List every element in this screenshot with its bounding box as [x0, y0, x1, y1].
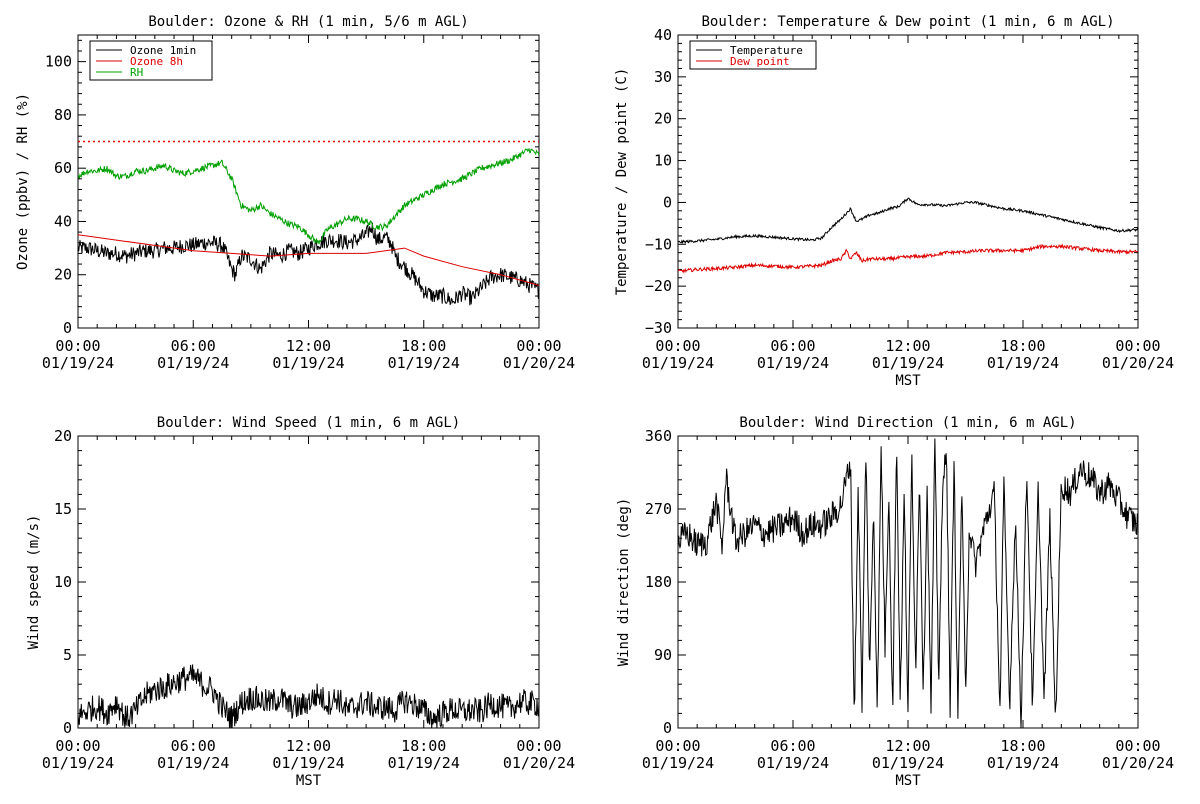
x-tick-time: 18:00 — [1000, 737, 1045, 755]
x-axis-label: MST — [895, 373, 921, 389]
series-line-wspd — [78, 664, 539, 728]
x-tick-date: 01/20/24 — [503, 354, 575, 372]
x-tick-time: 00:00 — [1115, 737, 1160, 755]
y-tick-label: −20 — [645, 277, 672, 295]
y-axis-label: Wind speed (m/s) — [26, 515, 42, 650]
series-line-dew-point — [678, 243, 1138, 274]
x-tick-time: 00:00 — [655, 337, 700, 355]
x-tick-time: 00:00 — [655, 737, 700, 755]
y-tick-label: 20 — [54, 427, 72, 445]
y-tick-label: 20 — [654, 110, 672, 128]
y-axis-label: Temperature / Dew point (C) — [614, 68, 630, 296]
x-tick-time: 00:00 — [55, 337, 100, 355]
x-tick-time: 12:00 — [885, 337, 930, 355]
y-axis-label: Ozone (ppbv) / RH (%) — [15, 93, 31, 270]
x-tick-date: 01/19/24 — [642, 754, 714, 772]
y-tick-label: 40 — [654, 26, 672, 44]
x-tick-date: 01/19/24 — [757, 354, 829, 372]
x-tick-date: 01/19/24 — [272, 354, 344, 372]
series-line-temperature — [678, 197, 1138, 245]
x-tick-date: 01/19/24 — [987, 754, 1059, 772]
x-tick-date: 01/19/24 — [388, 754, 460, 772]
legend-label: Ozone 1min — [130, 44, 196, 57]
y-tick-label: −30 — [645, 319, 672, 337]
y-tick-label: 10 — [654, 152, 672, 170]
y-tick-label: 60 — [54, 159, 72, 177]
chart-title: Boulder: Wind Direction (1 min, 6 m AGL) — [739, 415, 1076, 431]
y-tick-label: 10 — [54, 573, 72, 591]
x-tick-date: 01/19/24 — [872, 354, 944, 372]
panel-wdir: Boulder: Wind Direction (1 min, 6 m AGL)… — [616, 415, 1174, 789]
x-tick-time: 12:00 — [286, 337, 331, 355]
x-tick-time: 06:00 — [171, 737, 216, 755]
x-tick-time: 00:00 — [516, 737, 561, 755]
x-tick-date: 01/19/24 — [642, 354, 714, 372]
x-tick-date: 01/20/24 — [1102, 354, 1174, 372]
y-tick-label: 0 — [663, 193, 672, 211]
y-tick-label: 0 — [663, 719, 672, 737]
series-line-wdir — [678, 438, 1138, 728]
y-tick-label: 5 — [63, 646, 72, 664]
y-tick-label: 270 — [645, 500, 672, 518]
x-tick-time: 06:00 — [770, 737, 815, 755]
series-line-rh — [78, 148, 539, 245]
series-line-ozone-1min — [78, 222, 539, 306]
chart-title: Boulder: Temperature & Dew point (1 min,… — [701, 14, 1114, 30]
x-tick-time: 18:00 — [1000, 337, 1045, 355]
x-tick-time: 18:00 — [401, 337, 446, 355]
y-tick-label: 0 — [63, 319, 72, 337]
x-tick-time: 00:00 — [1115, 337, 1160, 355]
y-tick-label: 100 — [45, 53, 72, 71]
y-tick-label: 80 — [54, 106, 72, 124]
panel-ozone: Boulder: Ozone & RH (1 min, 5/6 m AGL) 0 2… — [15, 14, 575, 372]
x-tick-time: 06:00 — [770, 337, 815, 355]
x-tick-date: 01/19/24 — [157, 354, 229, 372]
x-tick-time: 12:00 — [885, 737, 930, 755]
y-tick-label: −10 — [645, 235, 672, 253]
x-tick-date: 01/19/24 — [157, 754, 229, 772]
plot-frame — [677, 34, 1139, 329]
x-axis-label: MST — [895, 773, 921, 789]
x-tick-date: 01/20/24 — [503, 754, 575, 772]
x-tick-time: 00:00 — [55, 737, 100, 755]
y-tick-label: 360 — [645, 427, 672, 445]
x-tick-date: 01/19/24 — [42, 354, 114, 372]
x-axis-label: MST — [296, 773, 322, 789]
x-tick-date: 01/20/24 — [1102, 754, 1174, 772]
y-axis-label: Wind direction (deg) — [616, 498, 632, 667]
y-tick-label: 30 — [654, 68, 672, 86]
y-tick-label: 90 — [654, 646, 672, 664]
series-line-ozone-8h — [78, 234, 539, 286]
x-tick-date: 01/19/24 — [42, 754, 114, 772]
x-tick-date: 01/19/24 — [757, 754, 829, 772]
x-tick-time: 18:00 — [401, 737, 446, 755]
x-tick-date: 01/19/24 — [388, 354, 460, 372]
legend-label: Ozone 8h — [130, 55, 183, 68]
panel-wspd: Boulder: Wind Speed (1 min, 6 m AGL) 0 5 10… — [26, 415, 575, 789]
x-tick-time: 00:00 — [516, 337, 561, 355]
x-tick-time: 12:00 — [286, 737, 331, 755]
chart-title: Boulder: Ozone & RH (1 min, 5/6 m AGL) — [148, 14, 468, 30]
chart-title: Boulder: Wind Speed (1 min, 6 m AGL) — [157, 415, 460, 431]
y-tick-label: 40 — [54, 212, 72, 230]
legend-label: Dew point — [730, 55, 790, 68]
panel-temp: Boulder: Temperature & Dew point (1 min,… — [614, 14, 1174, 389]
y-tick-label: 20 — [54, 266, 72, 284]
x-tick-date: 01/19/24 — [872, 754, 944, 772]
y-tick-label: 0 — [63, 719, 72, 737]
x-tick-time: 06:00 — [171, 337, 216, 355]
x-tick-date: 01/19/24 — [272, 754, 344, 772]
legend-label: RH — [130, 66, 143, 79]
y-tick-label: 180 — [645, 573, 672, 591]
y-tick-label: 15 — [54, 500, 72, 518]
x-tick-date: 01/19/24 — [987, 354, 1059, 372]
legend-label: Temperature — [730, 44, 803, 57]
legend-box — [689, 40, 817, 70]
